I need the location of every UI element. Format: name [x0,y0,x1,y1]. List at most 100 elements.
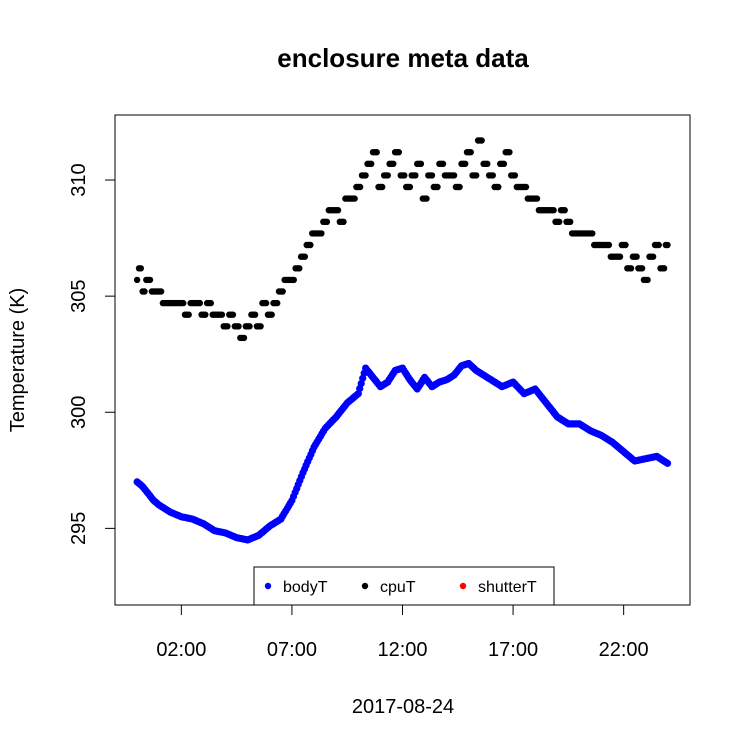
y-axis: 295 300 305 310 [68,163,115,545]
cpuT-point [478,137,485,144]
cpuT-point [395,149,402,156]
cpuT-point [412,172,419,179]
cpuT-point [235,323,242,330]
cpuT-point [616,253,624,260]
cpuT-point [511,172,519,179]
cpuT-point [146,276,154,284]
cpuT-point [556,218,563,225]
cpuT-point [550,207,557,214]
cpuT-point [489,172,496,179]
legend-label-shutterT: shutterT [478,579,537,596]
cpuT-point [257,323,264,330]
legend-marker-shutterT [459,582,467,590]
bodyT-point [663,459,672,467]
cpuT-point [262,299,270,307]
cpuT-point [467,149,474,156]
cpuT-point [229,311,237,318]
cpuT-point [495,183,502,191]
cpuT-point [417,160,425,167]
series-bodyT [133,359,672,544]
plot-frame [114,114,691,606]
cpuT-point [224,323,231,330]
cpuT-point [290,276,297,284]
cpuT-point [318,230,325,237]
cpuT-point [500,160,508,167]
series-cpuT [133,137,671,342]
cpuT-point [379,183,386,191]
cpuT-point [137,265,144,272]
y-tick-label: 310 [68,163,90,196]
legend-label-cpuT: cpuT [380,579,416,596]
cpuT-point [456,183,463,191]
legend: bodyT cpuT shutterT [253,566,555,606]
cpuT-point [307,241,314,249]
cpuT-point [356,183,364,191]
x-tick-label: 17:00 [488,639,538,661]
cpuT-point [423,195,430,202]
cpuT-point [133,276,141,284]
y-axis-label: Temperature (K) [7,288,29,433]
cpuT-point [473,172,480,179]
cpuT-point [251,311,259,318]
cpuT-point [323,218,331,225]
cpuT-point [622,241,629,249]
x-axis: 02:00 07:00 12:00 17:00 22:00 [156,605,649,661]
y-tick-label: 295 [68,512,90,545]
cpuT-point [334,207,342,214]
cpuT-point [589,230,596,237]
cpuT-point [644,276,651,284]
cpuT-point [384,172,391,179]
cpuT-point [605,241,613,249]
legend-marker-bodyT [264,582,272,590]
cpuT-point [373,149,380,156]
cpuT-point [196,299,203,307]
cpuT-point [301,253,308,260]
series-layer [133,137,672,544]
cpuT-point [567,218,574,225]
cpuT-point [240,334,248,342]
cpuT-point [660,265,668,272]
cpuT-point [340,218,347,225]
cpuT-point [561,207,568,214]
cpuT-point [202,311,209,318]
legend-box [253,566,555,606]
cpuT-point [296,265,303,272]
cpuT-point [390,160,397,167]
cpuT-point [450,172,458,179]
y-tick-label: 305 [68,279,90,312]
cpuT-point [268,311,275,318]
cpuT-point [185,311,192,318]
legend-label-bodyT: bodyT [283,579,328,596]
legend-marker-cpuT [361,582,369,590]
x-tick-label: 22:00 [599,639,649,661]
y-tick-label: 300 [68,396,90,429]
cpuT-point [401,172,408,179]
x-tick-label: 07:00 [267,639,317,661]
cpuT-point [351,195,358,202]
cpuT-point [246,323,253,330]
x-tick-label: 12:00 [377,639,427,661]
cpuT-point [664,241,671,249]
cpuT-point [638,265,646,272]
cpuT-point [428,172,436,179]
cpuT-point [633,253,640,260]
cpuT-point [484,160,491,167]
cpuT-point [434,183,441,191]
cpuT-point [649,253,657,260]
cpuT-point [362,172,369,179]
chart-title: enclosure meta data [277,43,529,73]
cpuT-point [207,299,214,307]
cpuT-point [655,241,662,249]
cpuT-point [157,288,165,295]
cpuT-point [627,265,635,272]
cpuT-point [522,183,530,191]
cpuT-point [141,288,148,295]
cpuT-point [506,149,513,156]
cpuT-point [533,195,541,202]
cpuT-point [439,160,447,167]
x-axis-label: 2017-08-24 [352,696,454,718]
cpuT-point [462,160,469,167]
cpuT-point [279,288,286,295]
cpuT-point [274,299,281,307]
